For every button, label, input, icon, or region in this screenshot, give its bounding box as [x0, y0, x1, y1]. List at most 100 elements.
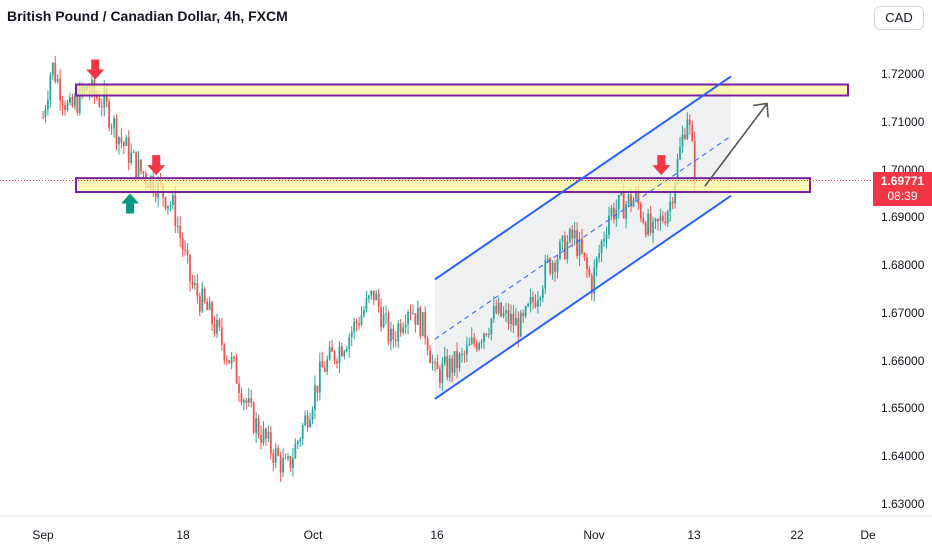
candle-body: [137, 159, 140, 178]
y-tick-label: 1.71000: [881, 114, 925, 129]
candle-body: [681, 134, 684, 147]
candle-body: [206, 301, 209, 310]
candle-body: [135, 151, 137, 178]
candle-body: [370, 290, 373, 296]
candle-body: [458, 354, 461, 369]
candle-body: [666, 211, 669, 224]
x-tick-label: 13: [687, 528, 701, 542]
horizontal-zone[interactable]: [75, 177, 811, 194]
candle-body: [544, 260, 547, 289]
candle-body: [414, 313, 417, 325]
candle-body: [110, 127, 113, 129]
y-tick-label: 1.69000: [881, 210, 925, 225]
candle-body: [225, 359, 228, 361]
candle-body: [385, 313, 387, 315]
candle-body: [429, 350, 431, 364]
candle-body: [490, 318, 493, 335]
candle-body: [446, 356, 449, 378]
candle-body: [71, 97, 74, 107]
candle-body: [534, 301, 537, 307]
candle-body: [56, 79, 59, 82]
candle-body: [292, 458, 294, 468]
candle-body: [186, 249, 189, 255]
candle-body: [269, 431, 272, 454]
candle-body: [377, 293, 380, 307]
candle-body: [201, 288, 204, 312]
candle-body: [306, 415, 309, 427]
horizontal-zone[interactable]: [75, 83, 849, 97]
candle-body: [122, 142, 125, 146]
x-tick-label: 18: [176, 528, 190, 542]
candle-body: [380, 306, 382, 328]
x-tick-label: Sep: [32, 528, 54, 542]
down-arrow-icon[interactable]: [147, 155, 166, 176]
down-arrow-icon[interactable]: [652, 155, 671, 176]
candle-body: [328, 347, 331, 360]
candle-body: [412, 313, 414, 315]
candle-body: [118, 137, 120, 145]
candle-body: [309, 419, 311, 427]
candle-body: [321, 361, 324, 368]
candle-body: [647, 213, 650, 235]
candle-body: [262, 428, 265, 443]
currency-button[interactable]: CAD: [874, 6, 924, 30]
candle-body: [603, 239, 605, 242]
candle-body: [230, 356, 233, 364]
channel-upper-line[interactable]: [434, 75, 732, 281]
candle-body: [649, 213, 652, 233]
candle-body: [529, 296, 532, 305]
candle-body: [600, 241, 603, 254]
candle-body: [478, 343, 480, 350]
candles: [42, 55, 696, 483]
candle-body: [539, 297, 542, 300]
candle-body: [382, 314, 385, 328]
x-tick-label: Nov: [583, 528, 605, 542]
candle-body: [314, 385, 316, 410]
candle-body: [243, 400, 245, 403]
candle-body: [657, 218, 659, 222]
candle-body: [551, 263, 554, 274]
candle-body: [338, 346, 341, 364]
candle-body: [475, 343, 478, 350]
candle-body: [532, 296, 534, 302]
candle-body: [211, 302, 213, 324]
candle-body: [610, 207, 613, 216]
projection-arrow-head: [752, 102, 769, 118]
candle-body: [130, 152, 133, 163]
candle-body: [176, 225, 179, 227]
candle-body: [563, 235, 566, 260]
candle-body: [220, 327, 223, 345]
candle-body: [439, 368, 441, 383]
arrows: [86, 59, 769, 214]
candle-body: [42, 117, 44, 118]
up-arrow-icon[interactable]: [121, 193, 140, 214]
candle-body: [341, 346, 343, 357]
candle-body: [296, 441, 299, 444]
candle-body: [233, 356, 235, 358]
candle-body: [595, 257, 598, 268]
channel-mid-line[interactable]: [434, 135, 732, 340]
candle-body: [132, 151, 135, 153]
candle-body: [514, 317, 517, 326]
candle-body: [421, 312, 424, 337]
candle-body: [78, 86, 81, 114]
last-price-badge: 1.69771 08:39: [873, 172, 932, 206]
candle-body: [164, 197, 167, 209]
candle-body: [326, 359, 329, 372]
candle-body: [441, 363, 444, 383]
candle-body: [527, 304, 529, 307]
candle-body: [541, 288, 544, 298]
candle-body: [593, 267, 596, 294]
y-tick-label: 1.66000: [881, 353, 925, 368]
candle-body: [216, 319, 218, 334]
candle-body: [331, 347, 333, 352]
candle-body: [573, 230, 576, 239]
channel-lower-line[interactable]: [434, 195, 732, 400]
candle-body: [64, 105, 66, 110]
projection-arrow-line[interactable]: [704, 103, 768, 187]
candle-body: [345, 349, 348, 352]
candle-body: [235, 357, 238, 384]
down-arrow-icon[interactable]: [86, 59, 105, 80]
candle-body: [468, 343, 471, 346]
